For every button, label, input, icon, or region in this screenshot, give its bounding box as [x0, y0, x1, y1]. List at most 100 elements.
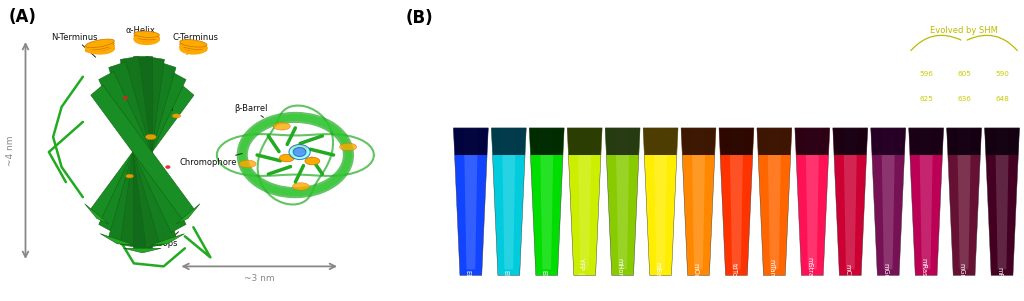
Text: 488: 488	[540, 71, 554, 77]
Polygon shape	[91, 85, 194, 219]
Ellipse shape	[180, 45, 207, 52]
Polygon shape	[920, 128, 933, 269]
Polygon shape	[492, 128, 526, 275]
Text: mBanana: mBanana	[654, 262, 660, 294]
Polygon shape	[681, 128, 716, 275]
Polygon shape	[578, 128, 592, 269]
Polygon shape	[124, 248, 161, 253]
Text: 596: 596	[806, 96, 819, 102]
Polygon shape	[176, 204, 200, 224]
Polygon shape	[653, 128, 668, 269]
Text: 605: 605	[957, 71, 971, 77]
Polygon shape	[681, 128, 716, 155]
Text: β-Barrel: β-Barrel	[140, 104, 174, 114]
Polygon shape	[109, 62, 176, 242]
Text: 509: 509	[540, 96, 554, 102]
Text: Exc.: Exc.	[429, 69, 444, 78]
Polygon shape	[844, 128, 857, 269]
Text: 636: 636	[957, 96, 971, 102]
Text: YFP (Citrine): YFP (Citrine)	[579, 258, 585, 299]
Polygon shape	[946, 128, 982, 155]
Text: α-Helix: α-Helix	[125, 26, 156, 42]
Text: 587: 587	[844, 71, 857, 77]
Ellipse shape	[239, 160, 256, 168]
Polygon shape	[98, 72, 186, 232]
Polygon shape	[719, 128, 754, 275]
Text: 574: 574	[806, 71, 819, 77]
Polygon shape	[85, 204, 109, 224]
Text: 595: 595	[882, 71, 895, 77]
Text: tdTomato: tdTomato	[730, 263, 736, 294]
Text: 380: 380	[464, 71, 478, 77]
Polygon shape	[605, 128, 640, 155]
Text: Loops: Loops	[154, 232, 178, 248]
Polygon shape	[757, 128, 792, 155]
Polygon shape	[795, 128, 829, 275]
Polygon shape	[870, 128, 905, 155]
Text: mTangerine: mTangerine	[768, 259, 774, 298]
Polygon shape	[833, 128, 867, 275]
Text: 487/504: 487/504	[611, 71, 634, 76]
Polygon shape	[464, 128, 478, 269]
Text: GFP-derived: GFP-derived	[502, 26, 554, 35]
Ellipse shape	[85, 39, 115, 48]
Text: mHoneydew: mHoneydew	[616, 258, 623, 299]
Text: 540: 540	[653, 71, 668, 77]
Text: 581: 581	[729, 96, 743, 102]
Text: 475/505: 475/505	[498, 97, 520, 102]
Text: 548: 548	[691, 71, 706, 77]
Text: 610: 610	[844, 96, 857, 102]
Text: EGFP: EGFP	[541, 270, 547, 287]
Polygon shape	[833, 128, 867, 155]
Text: ~4 nm: ~4 nm	[6, 135, 15, 166]
Ellipse shape	[134, 34, 160, 40]
Polygon shape	[540, 128, 554, 269]
Text: ~3 nm: ~3 nm	[244, 274, 274, 283]
Ellipse shape	[280, 154, 294, 162]
Polygon shape	[529, 128, 564, 275]
Ellipse shape	[85, 44, 115, 52]
Text: EBFP: EBFP	[465, 270, 471, 287]
Text: mRaspberry: mRaspberry	[921, 258, 926, 299]
Text: 440: 440	[464, 96, 478, 102]
Circle shape	[293, 147, 306, 157]
Text: mRFP1-derived: mRFP1-derived	[723, 26, 787, 35]
Text: mPlum: mPlum	[996, 267, 1002, 290]
Polygon shape	[121, 57, 165, 247]
Ellipse shape	[134, 36, 160, 42]
Text: 590: 590	[995, 71, 1009, 77]
Polygon shape	[767, 128, 781, 269]
Text: 562: 562	[691, 96, 706, 102]
Polygon shape	[133, 56, 152, 248]
Text: 554: 554	[729, 71, 743, 77]
Polygon shape	[995, 128, 1009, 269]
Polygon shape	[502, 128, 516, 269]
Polygon shape	[151, 234, 184, 245]
Text: β-Barrel: β-Barrel	[233, 104, 267, 117]
Text: mGrape2: mGrape2	[958, 263, 965, 294]
Ellipse shape	[172, 114, 180, 118]
Ellipse shape	[145, 134, 157, 140]
Text: Em.: Em.	[429, 95, 443, 104]
Polygon shape	[643, 128, 678, 155]
Polygon shape	[691, 128, 706, 269]
Ellipse shape	[292, 145, 307, 153]
Text: 625: 625	[920, 96, 933, 102]
Text: 553: 553	[653, 96, 668, 102]
Polygon shape	[882, 128, 895, 269]
Polygon shape	[98, 72, 186, 232]
Polygon shape	[719, 128, 754, 155]
Ellipse shape	[293, 183, 309, 190]
Polygon shape	[985, 128, 1020, 275]
Ellipse shape	[273, 123, 291, 130]
Text: 529: 529	[578, 96, 592, 102]
Text: mGrape1: mGrape1	[883, 263, 888, 294]
Text: 537/562: 537/562	[611, 97, 634, 102]
Polygon shape	[757, 128, 792, 275]
Ellipse shape	[165, 165, 170, 169]
Text: C-Terminus: C-Terminus	[172, 33, 218, 54]
Polygon shape	[908, 128, 943, 275]
Polygon shape	[454, 128, 488, 275]
Ellipse shape	[123, 96, 128, 100]
Text: (B): (B)	[406, 9, 433, 27]
